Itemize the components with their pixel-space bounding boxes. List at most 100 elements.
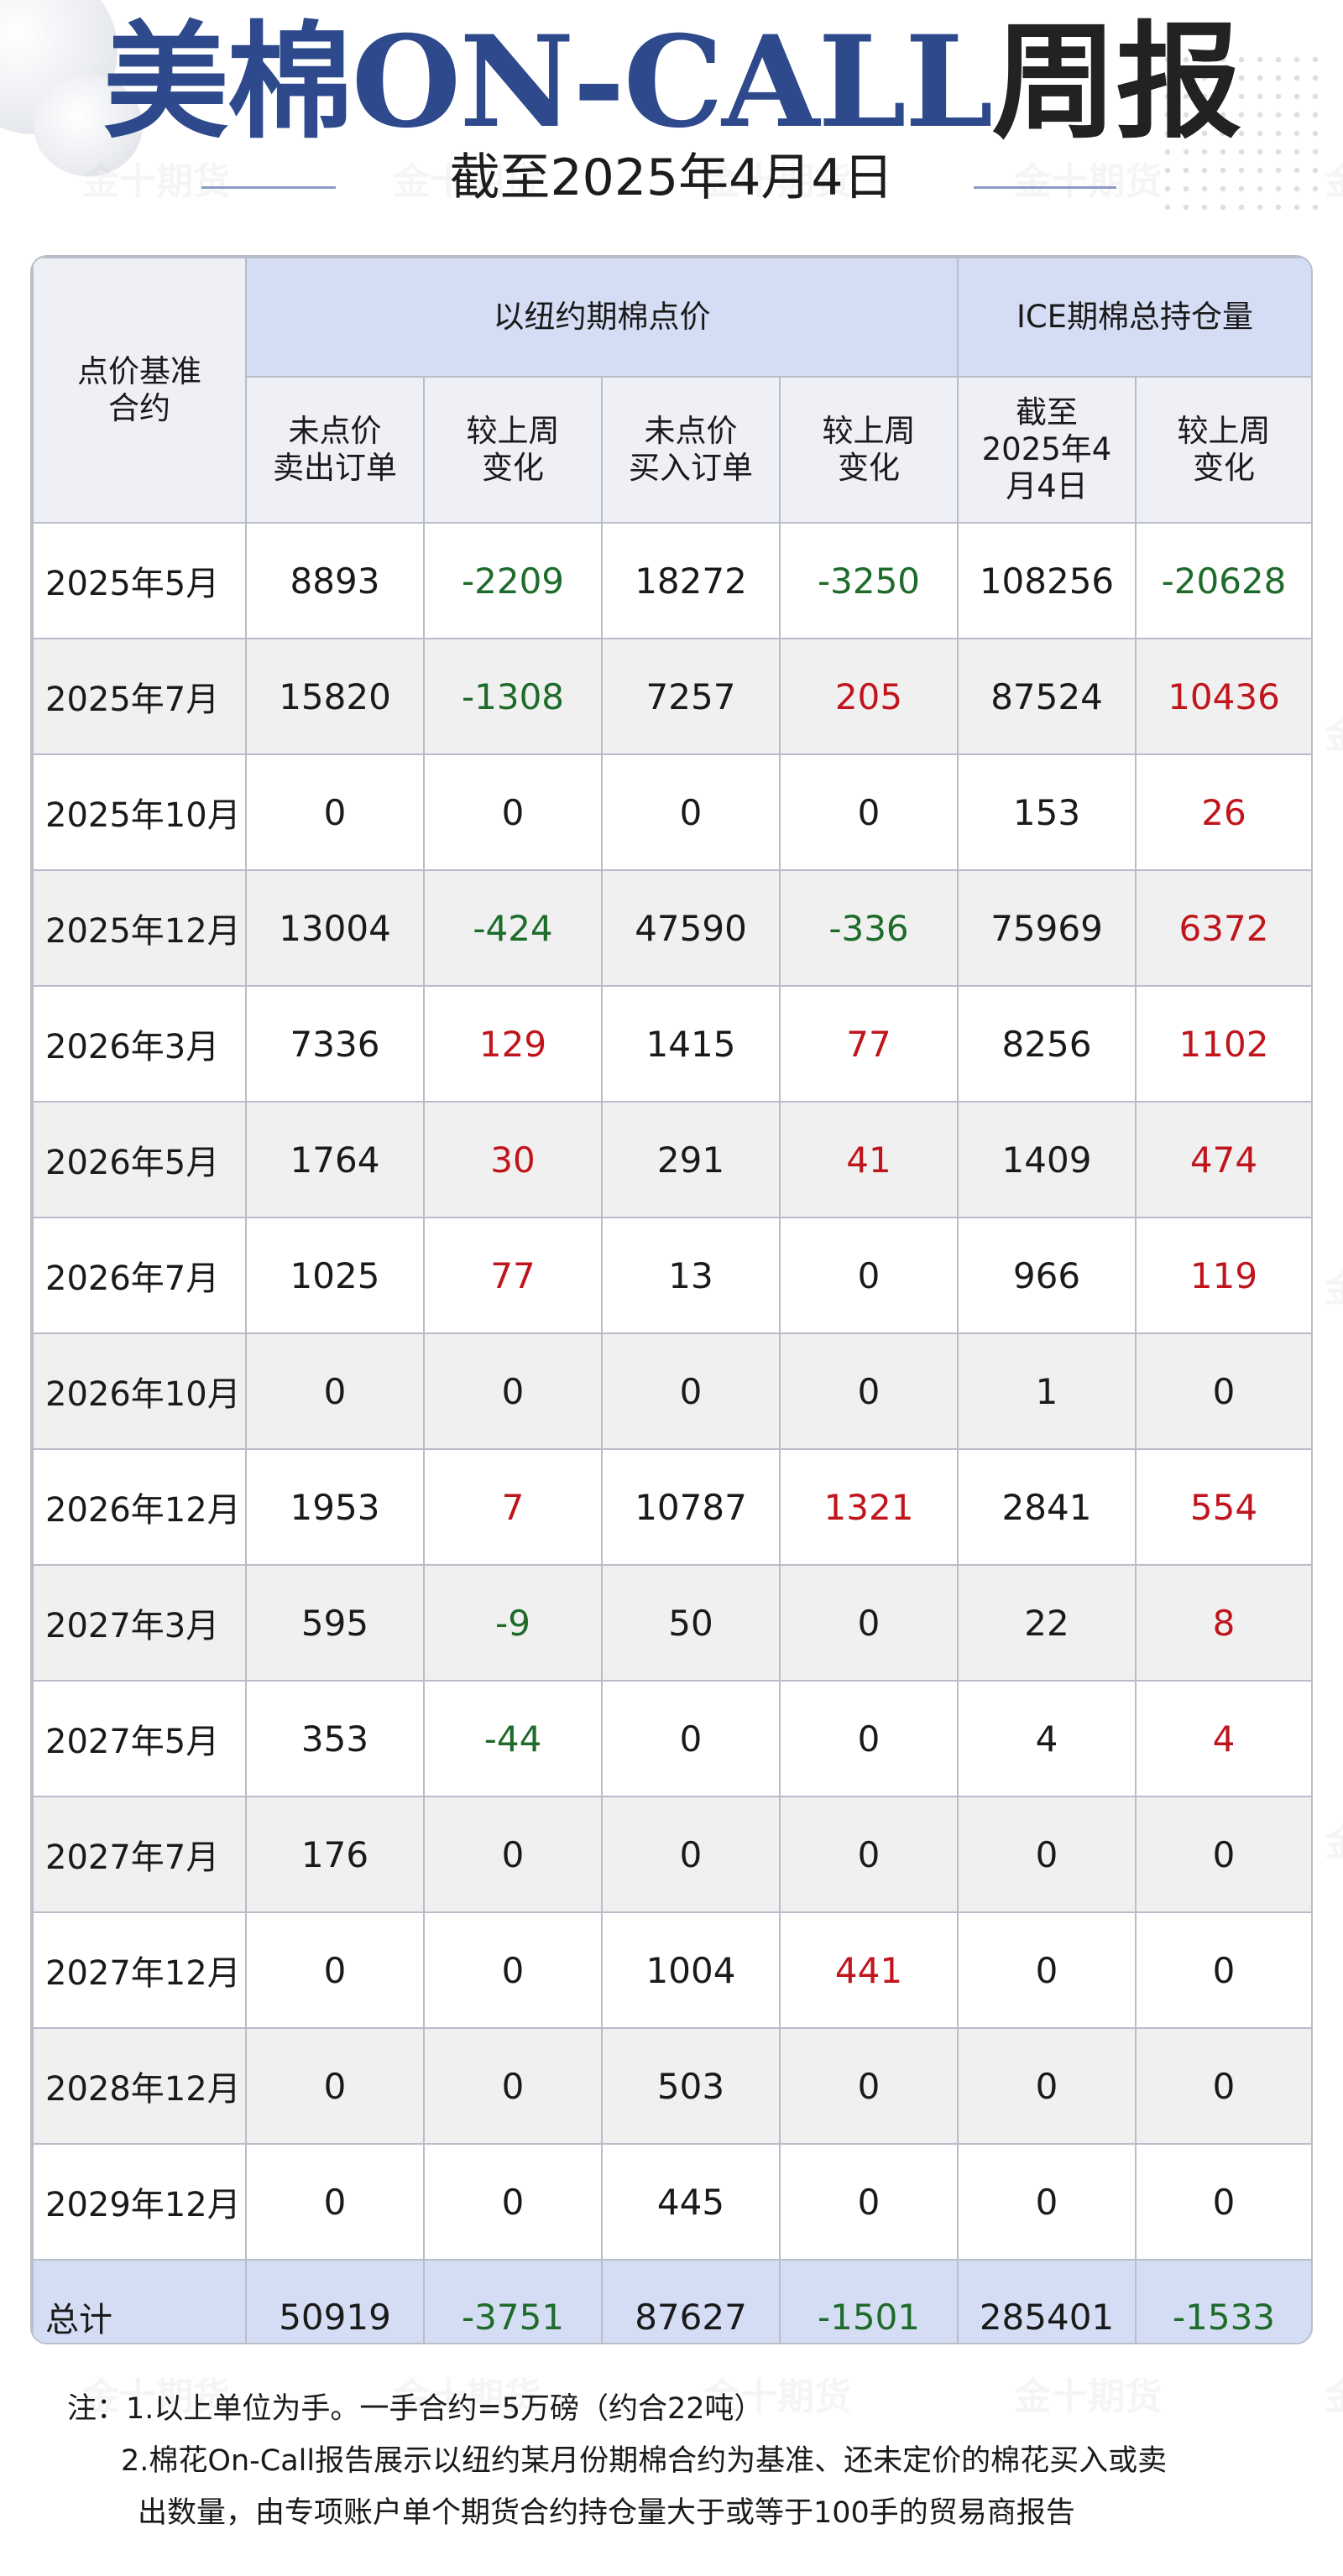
value-cell: 153	[957, 754, 1137, 871]
contract-month-cell: 2029年12月	[32, 2143, 247, 2261]
watermark-text: 金十期货	[1325, 2366, 1343, 2420]
value-cell: 0	[245, 2143, 425, 2261]
value-cell: 0	[245, 754, 425, 871]
weekly-change-cell: 6372	[1135, 869, 1311, 987]
col-header-unfixed-sales: 未点价 卖出订单	[245, 376, 425, 524]
subtitle-rule-left	[201, 186, 336, 189]
value-cell: 966	[957, 1217, 1137, 1334]
table-row: 2027年7月 176 0 0 0 0 0	[32, 1796, 1311, 1913]
value-cell: 0	[245, 1332, 425, 1450]
weekly-change-cell: 0	[779, 1332, 959, 1450]
value-cell: 8256	[957, 985, 1137, 1103]
value-cell: 47590	[601, 869, 781, 987]
weekly-change-cell: 77	[779, 985, 959, 1103]
weekly-change-cell: 4	[1135, 1680, 1311, 1797]
weekly-change-cell: -20628	[1135, 522, 1311, 639]
value-cell: 1415	[601, 985, 781, 1103]
value-cell: 1764	[245, 1101, 425, 1218]
weekly-change-cell: 30	[423, 1101, 603, 1218]
weekly-change-cell: -3250	[779, 522, 959, 639]
value-cell: 0	[957, 1911, 1137, 2029]
weekly-change-cell: -1501	[779, 2259, 959, 2343]
contract-month-cell: 2027年12月	[32, 1911, 247, 2029]
contract-month-cell: 2025年7月	[32, 638, 247, 755]
weekly-change-cell: 0	[779, 1796, 959, 1913]
value-cell: 0	[245, 2027, 425, 2145]
value-cell: 176	[245, 1796, 425, 1913]
value-cell: 1	[957, 1332, 1137, 1450]
value-cell: 1025	[245, 1217, 425, 1334]
value-cell: 18272	[601, 522, 781, 639]
table-row: 2027年3月 595 -9 50 0 22 8	[32, 1564, 1311, 1682]
contract-month-cell: 2027年3月	[32, 1564, 247, 1682]
on-call-table: 点价基准 合约 以纽约期棉点价 ICE期棉总持仓量 未点价 卖出订单 较上周 变化 未…	[30, 255, 1313, 2344]
weekly-change-cell: 26	[1135, 754, 1311, 871]
group-header-ice-open-interest: ICE期棉总持仓量	[957, 257, 1311, 378]
value-cell: 503	[601, 2027, 781, 2145]
contract-month-cell: 2026年10月	[32, 1332, 247, 1450]
value-cell: 291	[601, 1101, 781, 1218]
weekly-change-cell: 474	[1135, 1101, 1311, 1218]
weekly-change-cell: 0	[423, 2027, 603, 2145]
cotton-decoration	[34, 76, 143, 176]
weekly-change-cell: 129	[423, 985, 603, 1103]
value-cell: 2841	[957, 1448, 1137, 1566]
footnote-1: 注：1.以上单位为手。一手合约=5万磅（约合22吨）	[67, 2392, 764, 2426]
col-header-purchases-weekly-change: 较上周 变化	[779, 376, 959, 524]
weekly-change-cell: 0	[779, 1217, 959, 1334]
group-header-ny-pricing: 以纽约期棉点价	[245, 257, 959, 378]
table-row: 2025年5月 8893 -2209 18272 -3250 108256 -20628	[32, 522, 1311, 639]
weekly-change-cell: -1533	[1135, 2259, 1311, 2343]
contract-month-cell: 2028年12月	[32, 2027, 247, 2145]
value-cell: 0	[245, 1911, 425, 2029]
contract-month-cell: 总计	[32, 2259, 247, 2343]
table-row: 2026年3月 7336 129 1415 77 8256 1102	[32, 985, 1311, 1103]
value-cell: 1953	[245, 1448, 425, 1566]
value-cell: 22	[957, 1564, 1137, 1682]
value-cell: 0	[957, 1796, 1137, 1913]
col-header-open-interest: 截至 2025年4 月4日	[957, 376, 1137, 524]
weekly-change-cell: 0	[779, 1680, 959, 1797]
contract-month-cell: 2025年10月	[32, 754, 247, 871]
weekly-change-cell: 0	[423, 1332, 603, 1450]
weekly-change-cell: 41	[779, 1101, 959, 1218]
table-row: 2029年12月 0 0 445 0 0 0	[32, 2143, 1311, 2261]
value-cell: 87524	[957, 638, 1137, 755]
table-row: 2027年5月 353 -44 0 0 4 4	[32, 1680, 1311, 1797]
table-row: 2025年10月 0 0 0 0 153 26	[32, 754, 1311, 871]
weekly-change-cell: 0	[1135, 2027, 1311, 2145]
value-cell: 13	[601, 1217, 781, 1334]
contract-month-cell: 2026年5月	[32, 1101, 247, 1218]
footnote-2-continued: 出数量，由专项账户单个期货合约持仓量大于或等于100手的贸易商报告	[138, 2496, 1075, 2530]
weekly-change-cell: 10436	[1135, 638, 1311, 755]
value-cell: 13004	[245, 869, 425, 987]
title-dark-part: 周报	[991, 8, 1241, 156]
weekly-change-cell: 1321	[779, 1448, 959, 1566]
footnote-2: 2.棉花On-Call报告展示以纽约某月份期棉合约为基准、还未定价的棉花买入或卖	[121, 2444, 1168, 2478]
subtitle-rule-right	[974, 186, 1116, 189]
value-cell: 8893	[245, 522, 425, 639]
weekly-change-cell: 119	[1135, 1217, 1311, 1334]
weekly-change-cell: -2209	[423, 522, 603, 639]
value-cell: 15820	[245, 638, 425, 755]
table-row: 2027年12月 0 0 1004 441 0 0	[32, 1911, 1311, 2029]
col-header-open-interest-weekly-change: 较上周 变化	[1135, 376, 1311, 524]
value-cell: 50	[601, 1564, 781, 1682]
value-cell: 7257	[601, 638, 781, 755]
weekly-change-cell: 0	[779, 2143, 959, 2261]
value-cell: 595	[245, 1564, 425, 1682]
weekly-change-cell: 1102	[1135, 985, 1311, 1103]
value-cell: 0	[601, 1332, 781, 1450]
table-row: 2026年5月 1764 30 291 41 1409 474	[32, 1101, 1311, 1218]
watermark-text: 金十期货	[1325, 1812, 1343, 1866]
weekly-change-cell: 0	[1135, 2143, 1311, 2261]
weekly-change-cell: 77	[423, 1217, 603, 1334]
contract-month-cell: 2025年12月	[32, 869, 247, 987]
weekly-change-cell: -424	[423, 869, 603, 987]
corner-header-text: 点价基准 合约	[77, 353, 201, 426]
value-cell: 7336	[245, 985, 425, 1103]
value-cell: 87627	[601, 2259, 781, 2343]
value-cell: 0	[601, 754, 781, 871]
contract-month-cell: 2027年7月	[32, 1796, 247, 1913]
value-cell: 0	[601, 1680, 781, 1797]
